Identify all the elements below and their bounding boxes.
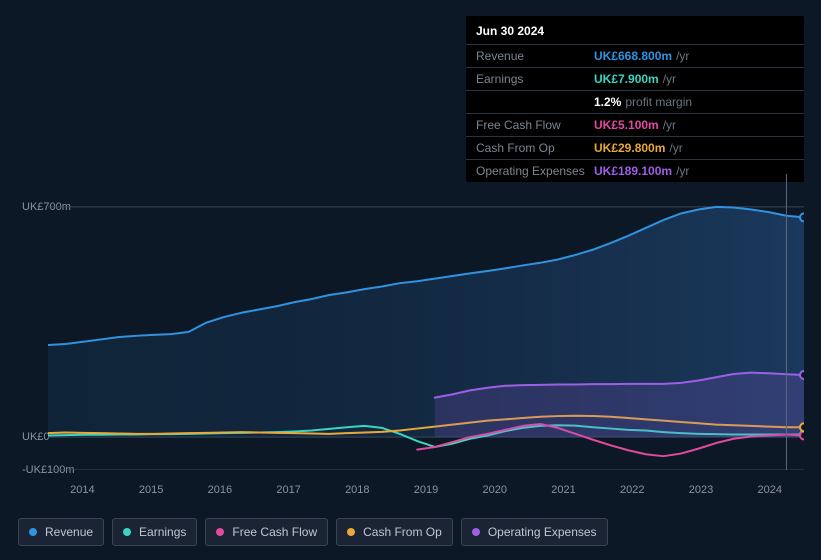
legend-item[interactable]: Free Cash Flow [205,518,328,546]
legend-dot-icon [472,528,480,536]
legend-label: Earnings [139,525,186,539]
x-tick-label: 2015 [117,484,186,496]
tooltip-row-suffix: /yr [663,118,676,132]
tooltip-row-label: Free Cash Flow [476,118,594,132]
tooltip-row-label: Cash From Op [476,141,594,155]
tooltip-row-suffix: profit margin [625,95,692,109]
x-tick-label: 2018 [323,484,392,496]
x-tick-label: 2019 [392,484,461,496]
x-tick-label: 2024 [735,484,804,496]
tooltip-row-label: Earnings [476,72,594,86]
legend-item[interactable]: Operating Expenses [461,518,608,546]
x-tick-label: 2014 [48,484,117,496]
tooltip-row-value: UK£7.900m [594,72,659,86]
tooltip-date: Jun 30 2024 [466,16,804,45]
tooltip-row: EarningsUK£7.900m/yr [466,68,804,91]
tooltip-panel: Jun 30 2024 RevenueUK£668.800m/yrEarning… [466,16,804,182]
x-axis-labels: 2014201520162017201820192020202120222023… [48,484,804,496]
legend-dot-icon [347,528,355,536]
legend-label: Revenue [45,525,93,539]
x-tick-label: 2023 [667,484,736,496]
tooltip-row-suffix: /yr [663,72,676,86]
legend-dot-icon [216,528,224,536]
x-tick-label: 2022 [598,484,667,496]
x-tick-label: 2016 [185,484,254,496]
legend-item[interactable]: Revenue [18,518,104,546]
legend-label: Free Cash Flow [232,525,317,539]
tooltip-row: Cash From OpUK£29.800m/yr [466,137,804,160]
tooltip-row: Free Cash FlowUK£5.100m/yr [466,114,804,137]
x-tick-label: 2017 [254,484,323,496]
legend-dot-icon [29,528,37,536]
tooltip-row-suffix: /yr [676,49,689,63]
tooltip-row: 1.2% profit margin [466,91,804,114]
legend: Revenue Earnings Free Cash Flow Cash From O… [18,518,608,546]
tooltip-row: RevenueUK£668.800m/yr [466,45,804,68]
tooltip-row-label: Revenue [476,49,594,63]
tooltip-row-value: UK£29.800m [594,141,665,155]
legend-item[interactable]: Earnings [112,518,197,546]
legend-label: Operating Expenses [488,525,597,539]
tooltip-row-value: 1.2% [594,95,621,109]
chart-container [18,160,804,480]
tooltip-row-value: UK£668.800m [594,49,672,63]
tooltip-row-value: UK£5.100m [594,118,659,132]
legend-item[interactable]: Cash From Op [336,518,453,546]
legend-dot-icon [123,528,131,536]
chart-plot [48,174,804,470]
x-tick-label: 2021 [529,484,598,496]
chart-svg [48,174,804,470]
tooltip-row-suffix: /yr [669,141,682,155]
legend-label: Cash From Op [363,525,442,539]
x-tick-label: 2020 [460,484,529,496]
